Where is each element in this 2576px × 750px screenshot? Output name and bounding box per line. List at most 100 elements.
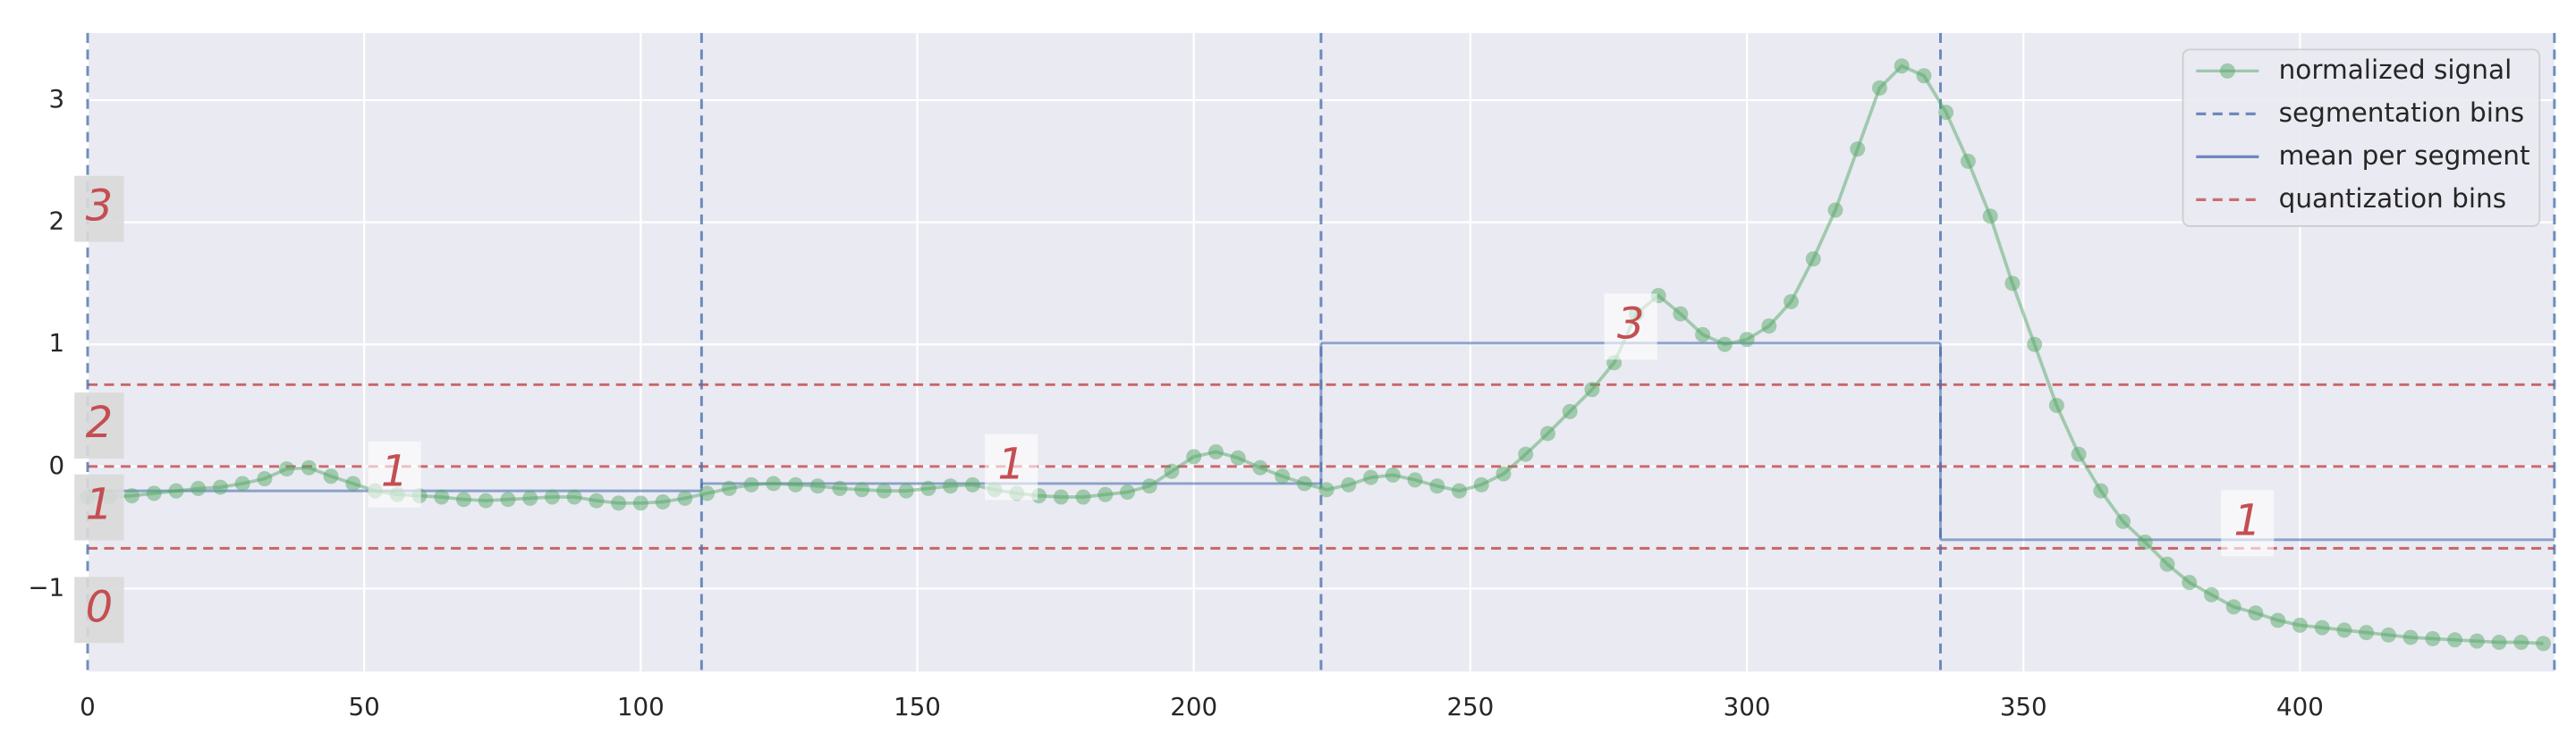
signal-point [1739,332,1755,348]
signal-point [920,480,936,496]
signal-point [2425,630,2441,646]
signal-point [2469,633,2485,649]
signal-point [1960,153,1976,169]
signal-point [1275,468,1291,485]
signal-point [1982,208,1998,224]
signal-point [168,483,184,499]
symbol-box [2221,490,2275,557]
signal-point [1871,80,1887,96]
signal-point [1230,450,1246,466]
y-tick-label: 2 [49,206,65,236]
x-tick-label: 200 [1170,692,1217,721]
alphabet-symbol: 0 [86,582,114,632]
signal-point [1208,443,1224,459]
x-tick-label: 250 [1446,692,1494,721]
signal-point [1385,467,1401,483]
signal-point [1341,476,1357,493]
signal-point [2004,275,2021,291]
signal-point [743,476,759,493]
segment-symbol: 1 [997,439,1025,489]
signal-point [1407,472,1423,488]
signal-point [1850,141,1866,157]
signal-point [699,485,716,501]
signal-point [2048,398,2064,414]
signal-point [323,468,339,485]
signal-point [1318,482,1335,498]
signal-point [1075,489,1091,505]
x-tick-label: 0 [80,692,96,721]
signal-point [1894,58,1910,74]
legend-label: mean per segment [2279,140,2530,171]
x-tick-label: 150 [894,692,941,721]
signal-point [1496,466,1512,482]
segment-symbol: 1 [381,447,409,497]
signal-point [301,459,317,476]
signal-point [1673,306,1689,322]
signal-point [854,482,870,498]
signal-point [2292,617,2308,633]
signal-point [1120,485,1135,501]
signal-point [898,483,914,499]
legend-box [2182,48,2541,227]
signal-point [1252,459,1268,476]
signal-point [2491,635,2507,651]
signal-point [2159,556,2175,572]
signal-point [2359,625,2375,641]
signal-point [478,493,494,509]
signal-point [1053,489,1069,505]
signal-point [1363,469,1379,485]
signal-point [279,461,295,477]
alphabet-symbol: 2 [86,398,114,448]
signal-point [1097,486,1114,502]
signal-point [2115,513,2131,529]
signal-point [2182,575,2198,591]
signal-point [1805,251,1821,267]
signal-point [721,480,737,496]
signal-point [1716,336,1733,352]
alphabet-box [74,577,124,644]
signal-point [500,492,516,508]
alphabet-box [74,392,124,459]
signal-point [544,489,560,505]
y-tick-label: −1 [28,572,64,602]
signal-point [589,493,605,509]
signal-point [2380,627,2396,643]
signal-point [1141,478,1157,494]
signal-point [1539,426,1555,442]
signal-point [766,476,782,492]
signal-point [1584,382,1600,398]
signal-point [787,476,803,493]
x-tick-label: 400 [2276,692,2324,721]
x-tick-label: 100 [617,692,665,721]
signal-point [964,476,980,493]
signal-point [655,493,671,510]
signal-point [2336,622,2352,638]
signal-point [2248,605,2264,621]
legend-marker [2219,63,2235,79]
signal-point [123,488,140,504]
signal-point [1518,446,1534,462]
signal-point [191,480,207,496]
segment-symbol: 1 [2233,495,2261,545]
signal-point [632,495,648,511]
signal-point [212,479,228,495]
signal-point [455,492,471,508]
signal-point [1452,483,1468,499]
signal-point [2093,483,2109,499]
signal-point [809,478,826,494]
signal-point [2513,635,2529,651]
signal-point [611,495,627,511]
signal-point [1761,318,1777,334]
x-tick-label: 350 [2000,692,2047,721]
y-tick-label: 1 [49,328,65,358]
signal-point [1784,293,1800,309]
symbol-box [368,441,421,508]
legend-label: quantization bins [2279,183,2507,214]
alphabet-symbol: 1 [86,480,114,530]
signal-line [87,63,2544,645]
signal-point [257,471,273,486]
signal-point [1296,476,1312,492]
y-tick-label: 3 [49,84,65,114]
